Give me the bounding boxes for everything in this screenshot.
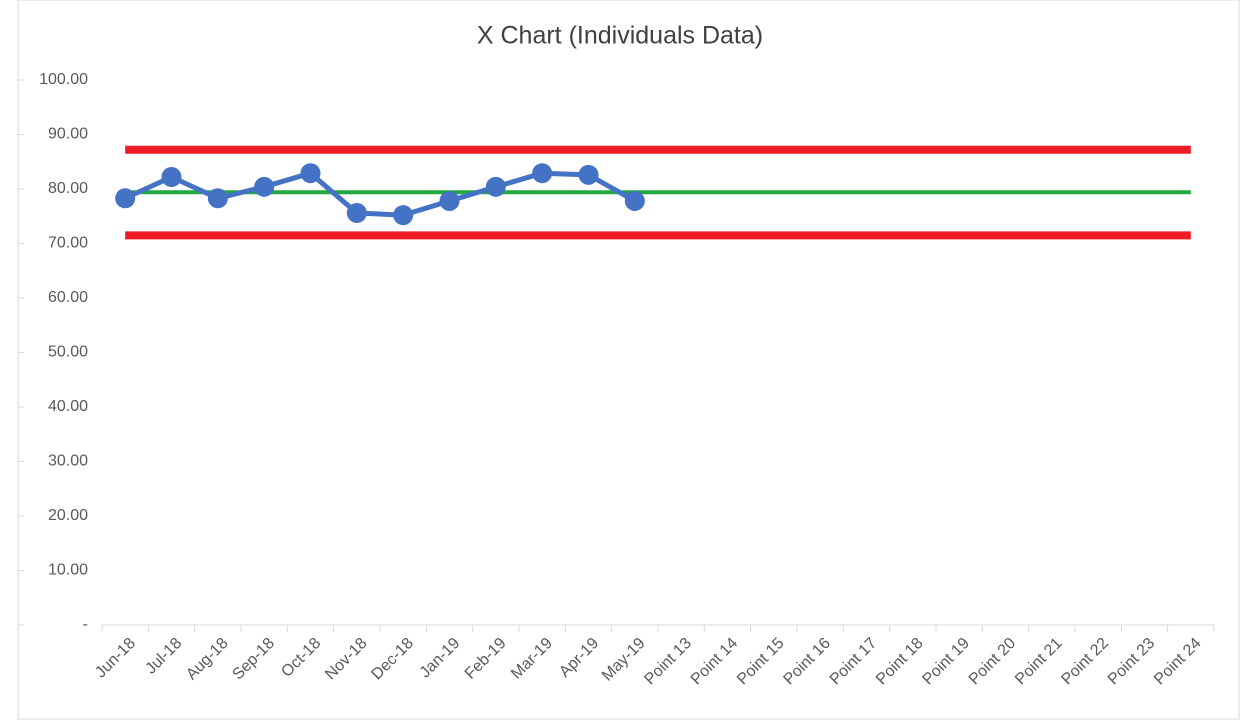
y-tick-label: 10.00 <box>48 562 88 579</box>
data-point <box>624 190 645 211</box>
y-tick-label: 40.00 <box>48 398 88 415</box>
data-point <box>393 205 414 226</box>
data-point <box>161 167 182 188</box>
data-point <box>439 190 460 211</box>
y-tick-label: 100.00 <box>39 71 88 88</box>
chart-frame <box>17 0 1240 720</box>
data-point <box>300 163 321 184</box>
y-tick-label: 20.00 <box>48 507 88 524</box>
y-tick-label: 70.00 <box>48 235 88 252</box>
y-tick-label: 30.00 <box>48 453 88 470</box>
chart-title: X Chart (Individuals Data) <box>477 22 763 50</box>
data-point <box>346 202 367 223</box>
y-tick-label: 80.00 <box>48 180 88 197</box>
data-point <box>485 176 506 197</box>
data-point <box>115 188 136 209</box>
data-point <box>254 176 275 197</box>
y-tick-label: 90.00 <box>48 126 88 143</box>
y-tick-label: - <box>83 616 88 633</box>
data-point <box>207 188 228 209</box>
y-tick-label: 50.00 <box>48 344 88 361</box>
y-tick-label: 60.00 <box>48 289 88 306</box>
data-point <box>578 164 599 185</box>
data-point <box>532 163 553 184</box>
